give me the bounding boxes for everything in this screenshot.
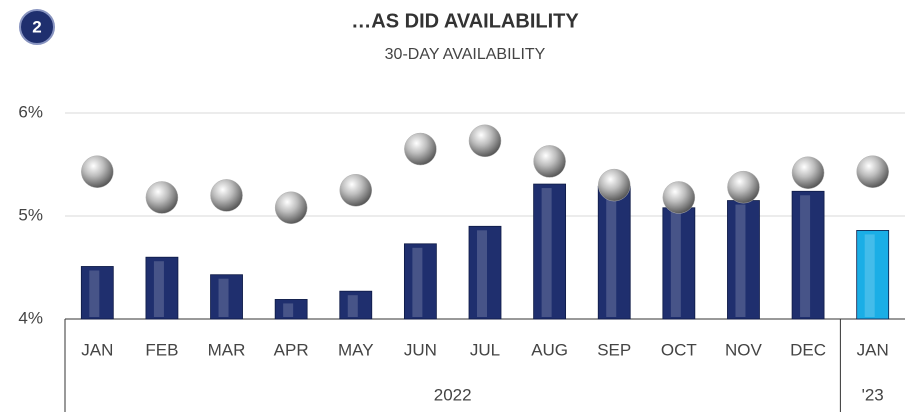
sphere-marker xyxy=(145,181,179,214)
bar xyxy=(339,290,373,320)
x-tick-label: AUG xyxy=(531,340,568,359)
bar-shine xyxy=(153,261,164,317)
y-tick-label: 5% xyxy=(18,205,43,224)
bar xyxy=(210,274,243,320)
sphere-marker xyxy=(856,155,889,188)
x-tick-label: OCT xyxy=(661,340,697,359)
bar xyxy=(856,230,890,320)
x-tick-label: JUN xyxy=(404,340,437,359)
group-label: 2022 xyxy=(434,385,472,404)
group-label: '23 xyxy=(862,385,884,404)
x-tick-label: FEB xyxy=(145,340,178,359)
bar-shine xyxy=(347,295,358,317)
sphere-marker xyxy=(274,191,308,225)
bar xyxy=(80,266,114,320)
bar xyxy=(145,256,179,320)
bar-shine xyxy=(412,247,423,317)
chart-subtitle: 30-DAY AVAILABILITY xyxy=(385,46,546,63)
badge: 2 xyxy=(32,17,41,36)
bar xyxy=(468,225,502,320)
badge-circle xyxy=(19,9,55,45)
bar-shine xyxy=(864,234,875,317)
bar xyxy=(727,200,760,320)
bar-shine xyxy=(670,211,681,317)
bar-shine xyxy=(477,230,487,317)
sphere-marker xyxy=(81,155,114,188)
sphere-marker xyxy=(468,124,502,158)
x-tick-label: JAN xyxy=(857,340,889,359)
sphere-marker xyxy=(727,170,760,204)
sphere-marker xyxy=(791,156,825,189)
x-tick-label: MAR xyxy=(208,340,246,359)
sphere-marker xyxy=(662,181,696,214)
sphere-marker xyxy=(404,132,437,166)
y-tick-label: 4% xyxy=(18,308,43,327)
bar xyxy=(403,243,437,320)
bar xyxy=(274,299,308,320)
y-tick-label: 6% xyxy=(18,102,43,121)
x-tick-label: JUL xyxy=(470,340,500,359)
bar-shine xyxy=(800,195,811,317)
x-tick-label: JAN xyxy=(81,340,113,359)
x-tick-label: NOV xyxy=(725,340,763,359)
bar xyxy=(597,185,631,320)
sphere-marker xyxy=(533,145,566,178)
x-tick-label: MAY xyxy=(338,340,374,359)
bar xyxy=(533,183,567,320)
bar-shine xyxy=(541,188,552,317)
bar-shine xyxy=(606,190,617,317)
bar-shine xyxy=(89,270,100,317)
x-tick-label: DEC xyxy=(790,340,826,359)
sphere-marker xyxy=(210,179,243,212)
sphere-marker xyxy=(339,174,373,207)
x-tick-label: APR xyxy=(274,340,309,359)
bar-shine xyxy=(218,278,229,317)
chart-title: …AS DID AVAILABILITY xyxy=(351,10,579,32)
bar-shine xyxy=(735,204,746,317)
bar xyxy=(791,190,825,320)
sphere-marker xyxy=(597,168,631,202)
bar-shine xyxy=(283,303,294,317)
x-tick-label: SEP xyxy=(597,340,631,359)
